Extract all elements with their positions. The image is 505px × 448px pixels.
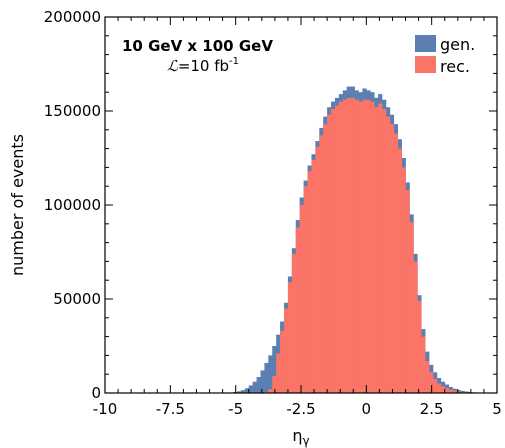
legend-gen-label: gen. [440,35,475,54]
gen-bar [268,355,273,393]
x-tick-label: -5 [228,400,243,418]
rec-bar [338,101,344,393]
rec-bar [385,116,391,393]
gen-bar [240,390,246,393]
legend-gen-swatch [415,35,436,52]
luminosity-exponent: -1 [229,56,239,67]
x-tick-label: -2.5 [286,400,315,418]
x-axis-label-subscript: γ [303,434,310,448]
luminosity-value: =10 fb [178,57,229,75]
legend: gen. rec. [415,35,475,76]
rec-bar [417,300,422,393]
gen-bar [456,389,461,393]
rec-bar [362,99,367,393]
rec-bar [315,146,320,393]
rec-bar [405,189,410,393]
legend-rec-label: rec. [440,57,470,76]
rec-bar [354,99,359,393]
rec-bar [299,205,304,393]
gen-bar [272,346,277,393]
rec-bar [413,261,418,393]
rec-bar [342,99,348,393]
rec-bar [291,253,297,393]
gen-bar [252,381,257,393]
rec-bar [436,383,442,393]
rec-bar [389,124,395,393]
gen-bar [248,385,253,393]
rec-bar [452,390,457,393]
rec-bar [440,386,446,393]
rec-bar [456,391,461,393]
y-axis-label: number of events [8,134,27,276]
rec-bar [444,388,449,393]
y-tick-label: 150000 [44,102,101,120]
gen-bar [464,391,469,393]
rec-bar [401,167,406,393]
y-tick-labels: 0 50000 100000 150000 200000 [44,8,101,402]
rec-bar [323,124,328,393]
x-tick-label: 0 [362,400,372,418]
rec-bar [393,133,399,393]
rec-bar [331,109,336,394]
luminosity-symbol: ℒ [167,57,179,75]
rec-bar [268,389,273,393]
rec-series-bars [264,97,485,394]
axis-ticks [104,16,498,394]
rec-bar [382,109,387,394]
x-tick-label: 2.5 [420,400,444,418]
rec-bar [378,103,383,393]
rec-bar [350,97,355,393]
rec-bar [295,227,301,393]
rec-bar [448,389,453,393]
rec-bar [284,308,289,393]
rec-bar [409,221,414,393]
rec-bar [334,105,340,394]
gen-bar [236,391,242,393]
rec-bar [358,101,363,393]
luminosity-annotation: ℒ=10 fb-1 [167,56,239,75]
rec-bar [370,101,375,393]
rec-bar [425,361,430,393]
y-tick-label: 200000 [44,8,101,26]
rec-bar [303,186,308,393]
gen-bar [260,370,265,393]
energy-annotation: 10 GeV x 100 GeV [122,37,273,55]
rec-bar [276,353,281,393]
gen-bar [244,388,250,393]
rec-bar [421,336,426,393]
y-tick-label: 0 [91,384,101,402]
legend-rec-swatch [415,56,436,73]
rec-bar [346,97,351,393]
x-tick-label: -7.5 [156,400,185,418]
rec-bar [287,282,293,393]
x-axis-label: ηγ [292,426,309,448]
rec-bar [272,376,277,393]
x-tick-label: 5 [492,400,502,418]
rec-bar [432,378,438,393]
y-tick-label: 50000 [53,290,101,308]
gen-bar [256,377,261,393]
rec-bar [311,159,316,393]
x-tick-labels: -10 -7.5 -5 -2.5 0 2.5 5 [93,400,502,418]
x-tick-label: -10 [93,400,118,418]
rec-bar [280,330,285,393]
y-tick-label: 100000 [44,196,101,214]
rec-bar [397,148,402,393]
rec-bar [327,114,332,393]
rec-bar [319,135,324,393]
gen-bar [264,362,269,393]
rec-bar [429,372,434,393]
rec-bar [307,171,312,393]
rec-bar [374,107,379,394]
gen-bar [460,390,465,393]
rec-bar [366,99,371,393]
